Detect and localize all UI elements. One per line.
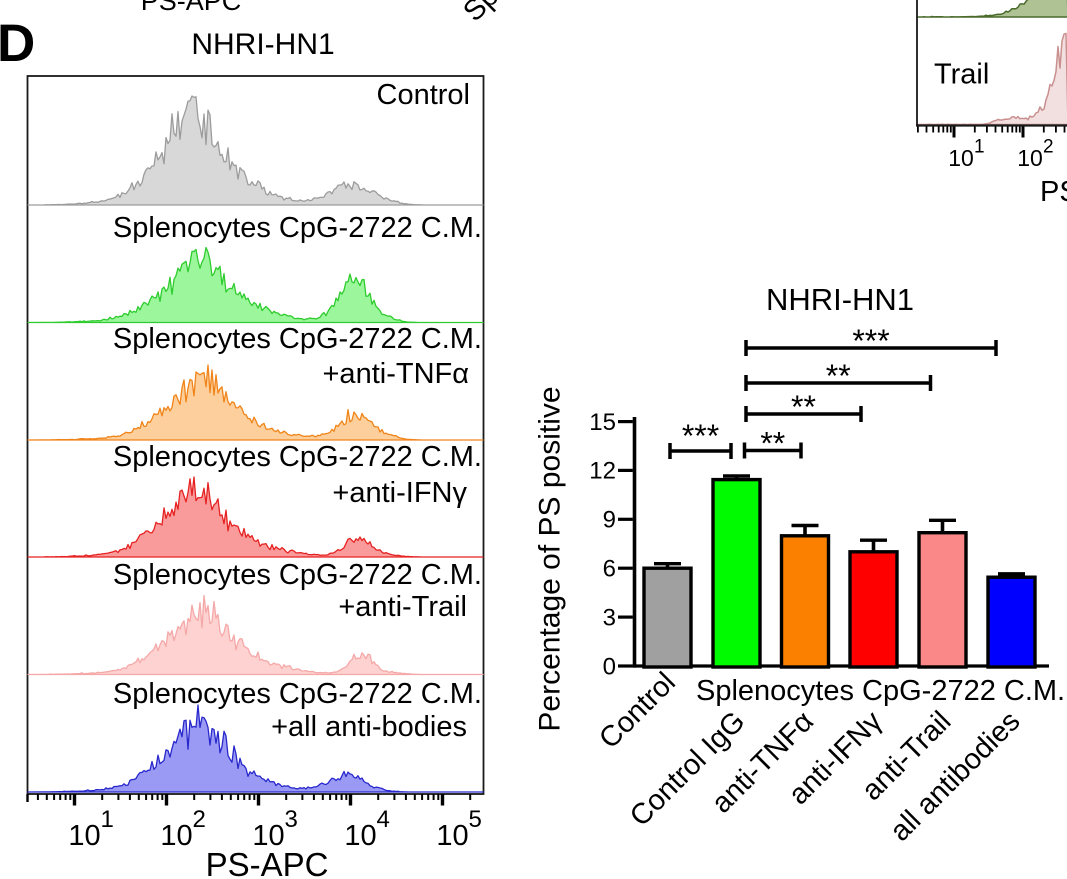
svg-text:+anti-Trail: +anti-Trail xyxy=(338,591,467,623)
svg-text:10: 10 xyxy=(344,820,376,852)
svg-text:NHRI-HN1: NHRI-HN1 xyxy=(766,282,914,317)
svg-text:Splenocytes CpG-2722 C.M.: Splenocytes CpG-2722 C.M. xyxy=(113,323,482,355)
svg-text:+anti-IFNγ: +anti-IFNγ xyxy=(332,477,467,509)
svg-text:Trail: Trail xyxy=(934,59,989,91)
svg-text:12: 12 xyxy=(589,458,616,485)
svg-text:+anti-TNFα: +anti-TNFα xyxy=(323,358,470,390)
svg-text:Splenocytes CpG-2722 C.M.: Splenocytes CpG-2722 C.M. xyxy=(113,212,482,244)
svg-text:Splenocytes CpG-2722 C.M.: Splenocytes CpG-2722 C.M. xyxy=(113,678,482,710)
svg-text:3: 3 xyxy=(285,806,298,833)
svg-text:Splenocytes CpG-2722 C.M.: Splenocytes CpG-2722 C.M. xyxy=(113,441,482,473)
svg-text:NHRI-HN1: NHRI-HN1 xyxy=(191,28,334,61)
svg-text:PS-APC: PS-APC xyxy=(206,846,329,879)
svg-text:Splenocytes CpG-2722 C.M.: Splenocytes CpG-2722 C.M. xyxy=(696,675,1065,707)
svg-text:15: 15 xyxy=(589,409,616,436)
svg-text:1: 1 xyxy=(101,806,114,833)
svg-text:***: *** xyxy=(852,323,889,359)
svg-text:**: ** xyxy=(791,389,816,425)
svg-text:5: 5 xyxy=(469,806,482,833)
svg-text:2: 2 xyxy=(1043,137,1054,158)
svg-text:Splenocytes CpG-2722 C.M.: Splenocytes CpG-2722 C.M. xyxy=(113,559,482,591)
svg-text:10: 10 xyxy=(68,820,100,852)
svg-text:1: 1 xyxy=(974,137,985,158)
svg-text:6: 6 xyxy=(603,556,616,583)
svg-text:10: 10 xyxy=(948,145,974,171)
svg-text:0: 0 xyxy=(603,653,616,680)
svg-text:10: 10 xyxy=(436,820,468,852)
svg-text:***: *** xyxy=(682,418,719,454)
svg-text:3: 3 xyxy=(603,604,616,631)
svg-text:2: 2 xyxy=(193,806,206,833)
svg-text:Percentage of PS positive: Percentage of PS positive xyxy=(534,386,567,731)
svg-text:**: ** xyxy=(826,358,851,394)
svg-text:**: ** xyxy=(760,426,785,462)
svg-text:D: D xyxy=(0,14,35,73)
svg-text:4: 4 xyxy=(377,806,390,833)
svg-text:+all anti-bodies: +all anti-bodies xyxy=(271,711,467,743)
svg-text:9: 9 xyxy=(603,507,616,534)
svg-text:10: 10 xyxy=(160,820,192,852)
svg-text:10: 10 xyxy=(1017,145,1043,171)
svg-text:Control: Control xyxy=(377,79,471,111)
svg-text:PS-APC: PS-APC xyxy=(1040,176,1067,208)
svg-text:10: 10 xyxy=(252,820,284,852)
svg-text:PS-APC: PS-APC xyxy=(141,0,242,16)
